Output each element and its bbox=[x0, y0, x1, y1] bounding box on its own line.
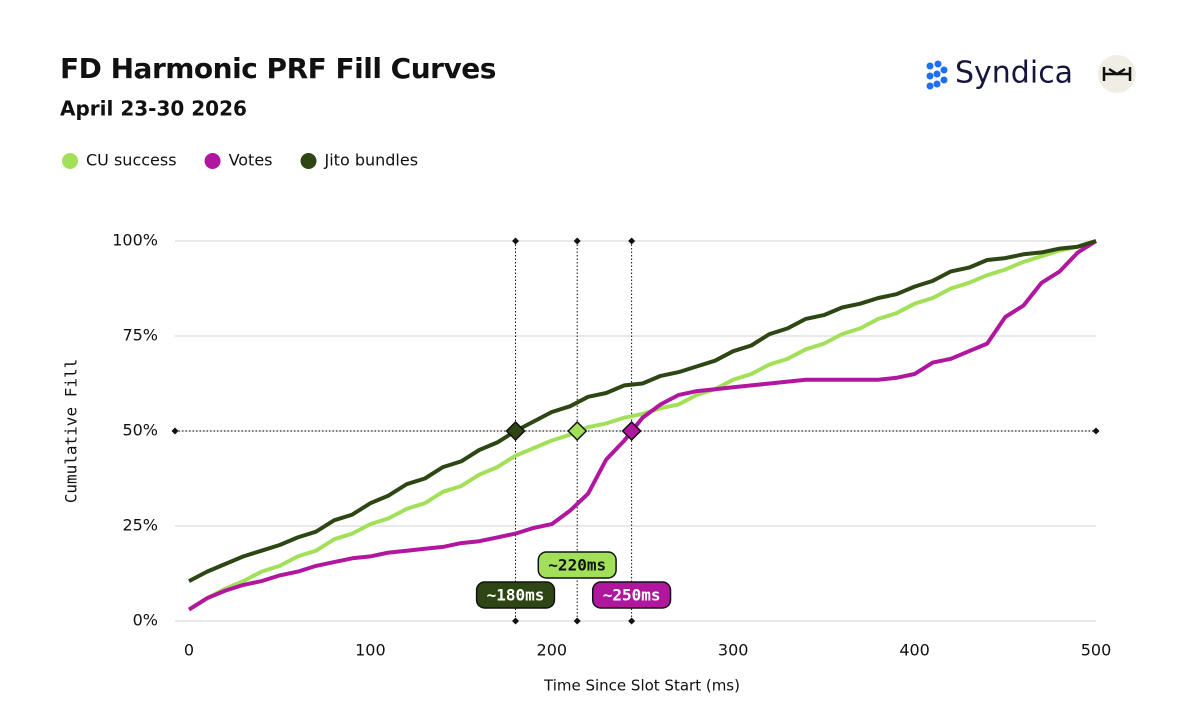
legend-swatch bbox=[300, 153, 317, 169]
reference-end bbox=[512, 237, 520, 245]
annotation-box bbox=[591, 581, 672, 609]
annotation-label: ~180ms bbox=[487, 586, 545, 605]
x-tick-label: 500 bbox=[1081, 641, 1112, 660]
reference-end bbox=[628, 617, 636, 625]
reference-end bbox=[1092, 427, 1100, 435]
reference-end bbox=[512, 617, 520, 625]
reference-end bbox=[573, 237, 581, 245]
crossing-marker bbox=[621, 420, 642, 442]
annotation: ~180ms bbox=[475, 581, 556, 609]
annotation-label: ~220ms bbox=[548, 556, 606, 575]
chart-title: FD Harmonic PRF Fill Curves bbox=[60, 52, 496, 85]
x-tick-label: 100 bbox=[355, 641, 386, 660]
x-tick-label: 400 bbox=[899, 641, 930, 660]
y-tick-label: 0% bbox=[133, 611, 158, 630]
legend-swatch bbox=[62, 153, 78, 169]
y-tick-label: 100% bbox=[112, 231, 158, 250]
brand-name: Syndica bbox=[955, 56, 1073, 91]
legend-label: CU success bbox=[86, 151, 177, 170]
chart-subtitle: April 23-30 2026 bbox=[60, 97, 247, 121]
x-tick-label: 0 bbox=[184, 641, 194, 660]
legend-swatch bbox=[204, 153, 221, 169]
y-tick-label: 50% bbox=[122, 421, 158, 440]
legend-label: Votes bbox=[229, 151, 273, 170]
brand-logo: Syndica bbox=[926, 55, 1136, 93]
x-tick-label: 200 bbox=[537, 641, 568, 660]
annotation: ~220ms bbox=[537, 551, 617, 579]
annotation: ~250ms bbox=[591, 581, 672, 609]
x-axis-label: Time Since Slot Start (ms) bbox=[543, 677, 740, 695]
reference-end bbox=[171, 427, 179, 435]
series-line bbox=[188, 239, 1097, 583]
annotation-label: ~250ms bbox=[603, 586, 661, 605]
crossing-marker bbox=[505, 420, 526, 442]
x-tick-label: 300 bbox=[718, 641, 749, 660]
annotation-box bbox=[537, 551, 617, 579]
y-tick-label: 75% bbox=[122, 326, 158, 345]
reference-end bbox=[573, 617, 581, 625]
legend-label: Jito bundles bbox=[324, 151, 419, 170]
y-tick-label: 25% bbox=[122, 516, 158, 535]
series-line bbox=[187, 239, 1097, 612]
annotation-box bbox=[475, 581, 556, 609]
crossing-marker bbox=[567, 420, 588, 442]
reference-end bbox=[628, 237, 636, 245]
y-axis-label: Cumulative Fill bbox=[62, 359, 81, 504]
series-line bbox=[187, 239, 1098, 612]
